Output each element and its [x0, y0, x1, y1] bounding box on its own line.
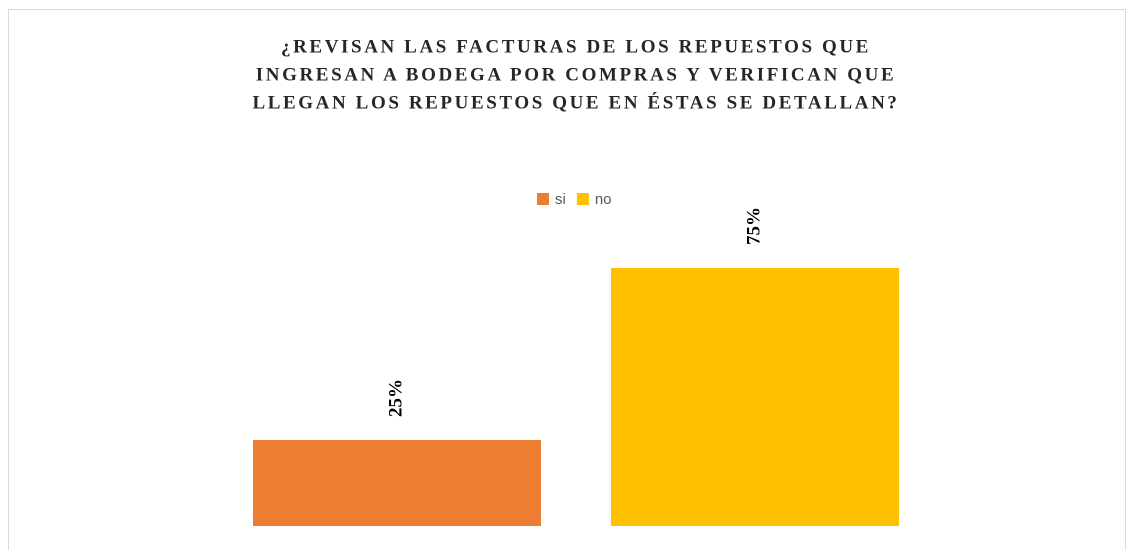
- chart-border: [8, 9, 1126, 550]
- bar: [253, 440, 541, 526]
- bar: [611, 268, 899, 526]
- data-label: 25%: [385, 379, 406, 417]
- chart-title: LLEGAN LOS REPUESTOS QUE EN ÉSTAS SE DET…: [252, 91, 899, 113]
- legend-swatch: [576, 193, 589, 205]
- chart-title: ¿REVISAN LAS FACTURAS DE LOS REPUESTOS Q…: [281, 36, 871, 57]
- chart-title: INGRESAN A BODEGA POR COMPRAS Y VERIFICA…: [256, 64, 896, 85]
- legend-label: no: [595, 191, 612, 208]
- legend-swatch: [537, 193, 549, 205]
- legend-label: si: [555, 191, 566, 208]
- data-label: 75%: [743, 207, 764, 245]
